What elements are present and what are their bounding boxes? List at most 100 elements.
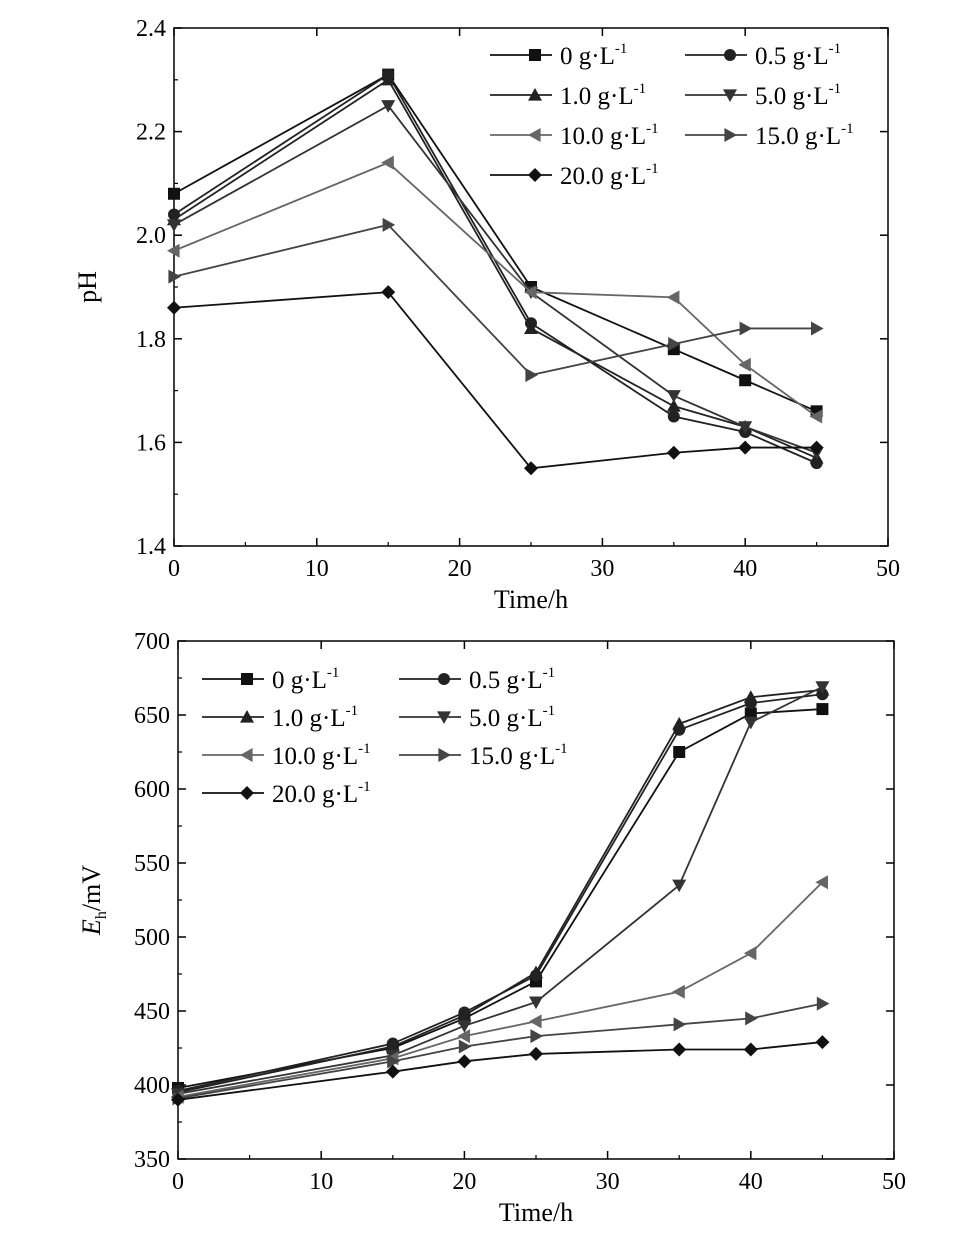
legend-label: 0.5 g·L-1: [469, 665, 555, 694]
legend-label: 1.0 g·L-1: [272, 703, 358, 732]
data-point: [673, 1017, 687, 1032]
data-point: [524, 461, 538, 476]
data-point: [672, 984, 685, 999]
data-point: [672, 879, 687, 893]
data-point: [529, 1046, 543, 1061]
data-point: [815, 1035, 830, 1050]
data-point: [743, 1042, 758, 1057]
x-tick-label: 20: [452, 1169, 476, 1195]
data-point: [530, 1029, 543, 1044]
data-point: [387, 1054, 400, 1069]
data-point: [815, 875, 828, 890]
data-point: [524, 321, 538, 335]
series-line: [173, 104, 817, 454]
legend-marker: [437, 711, 451, 724]
data-point: [672, 1042, 687, 1057]
legend-label: 0 g·L-1: [560, 41, 627, 70]
data-point: [382, 217, 396, 232]
data-point: [738, 440, 753, 455]
legend-item: 0 g·L-1: [202, 665, 339, 694]
x-tick-label: 0: [168, 556, 180, 582]
data-point: [529, 996, 543, 1010]
data-point: [738, 421, 753, 434]
data-point: [672, 716, 687, 730]
eh-chart: 0 10 20 30 40 50 350 400 450 500 550 600 650 700 Time/…: [77, 629, 906, 1227]
data-point: [385, 1039, 400, 1053]
legend-label: 0 g·L-1: [272, 665, 339, 694]
legend-item: 15.0 g·L-1: [685, 121, 854, 150]
data-point: [457, 1020, 472, 1033]
series-5: [168, 217, 824, 383]
legend-marker: [240, 710, 254, 723]
y-axis-label: Eh/mV: [77, 865, 110, 936]
data-point: [743, 946, 757, 961]
legend-marker: [528, 168, 542, 182]
series-0: [168, 68, 823, 418]
data-point: [458, 1039, 472, 1054]
legend-marker: [240, 748, 253, 762]
legend: 0 g·L-1 0.5 g·L-1 1.0 g·L-1 5.0 g·L-1 10.0 g…: [490, 41, 854, 190]
series-line: [173, 161, 818, 418]
legend: 0 g·L-1 0.5 g·L-1 1.0 g·L-1 5.0 g·L-1 10.0 g…: [202, 665, 568, 808]
data-point: [168, 269, 181, 284]
series-line: [177, 1002, 823, 1100]
x-tick-label: 10: [305, 556, 329, 582]
legend-item: 5.0 g·L-1: [399, 703, 555, 732]
data-point: [809, 409, 823, 424]
x-tick-label: 50: [882, 1169, 906, 1195]
legend-item: 0 g·L-1: [490, 41, 627, 70]
legend-marker: [240, 786, 254, 800]
data-point: [673, 746, 686, 758]
data-point: [167, 300, 181, 315]
data-point: [739, 321, 753, 336]
data-point: [167, 219, 181, 232]
data-point: [816, 996, 830, 1011]
legend-item: 10.0 g·L-1: [202, 741, 371, 770]
legend-marker: [724, 49, 736, 61]
x-tick-label: 50: [876, 556, 900, 582]
legend-label: 5.0 g·L-1: [469, 703, 555, 732]
data-point: [524, 285, 537, 300]
data-point: [168, 187, 180, 200]
series-line: [177, 881, 824, 1098]
data-point: [666, 290, 680, 305]
data-point: [385, 1064, 400, 1079]
x-tick-label: 0: [172, 1169, 184, 1195]
data-point: [739, 374, 752, 387]
legend-marker: [528, 88, 542, 101]
data-point: [743, 690, 758, 703]
data-point: [529, 1014, 542, 1029]
data-point: [815, 681, 830, 694]
y-tick-label: 2.0: [136, 223, 166, 249]
x-tick-label: 30: [596, 1169, 620, 1195]
x-tick-label: 40: [733, 556, 757, 582]
data-point: [668, 336, 681, 351]
data-point: [666, 390, 681, 403]
series-line: [173, 291, 817, 470]
y-tick-label: 2.2: [136, 120, 166, 146]
x-axis-label: Time/h: [494, 585, 568, 614]
data-point: [529, 965, 543, 979]
x-tick-label: 20: [448, 556, 472, 582]
y-tick-label: 1.6: [136, 430, 166, 456]
legend-item: 0.5 g·L-1: [399, 665, 555, 694]
data-point: [811, 321, 824, 336]
y-tick-label: 600: [134, 777, 170, 803]
data-point: [381, 285, 396, 300]
series-6: [171, 1035, 830, 1107]
legend-label: 10.0 g·L-1: [272, 741, 371, 770]
y-axis-label: pH: [73, 271, 102, 303]
legend-marker: [724, 128, 737, 142]
data-point: [816, 703, 829, 716]
y-tick-label: 1.4: [136, 534, 166, 560]
series-2: [171, 682, 830, 1098]
data-point: [381, 72, 396, 86]
y-tick-label: 450: [134, 999, 170, 1025]
data-point: [809, 440, 824, 455]
series-4: [171, 875, 828, 1104]
legend-label: 15.0 g·L-1: [469, 741, 568, 770]
legend-label: 1.0 g·L-1: [560, 81, 646, 110]
series-4: [167, 155, 823, 424]
data-point: [381, 155, 394, 170]
